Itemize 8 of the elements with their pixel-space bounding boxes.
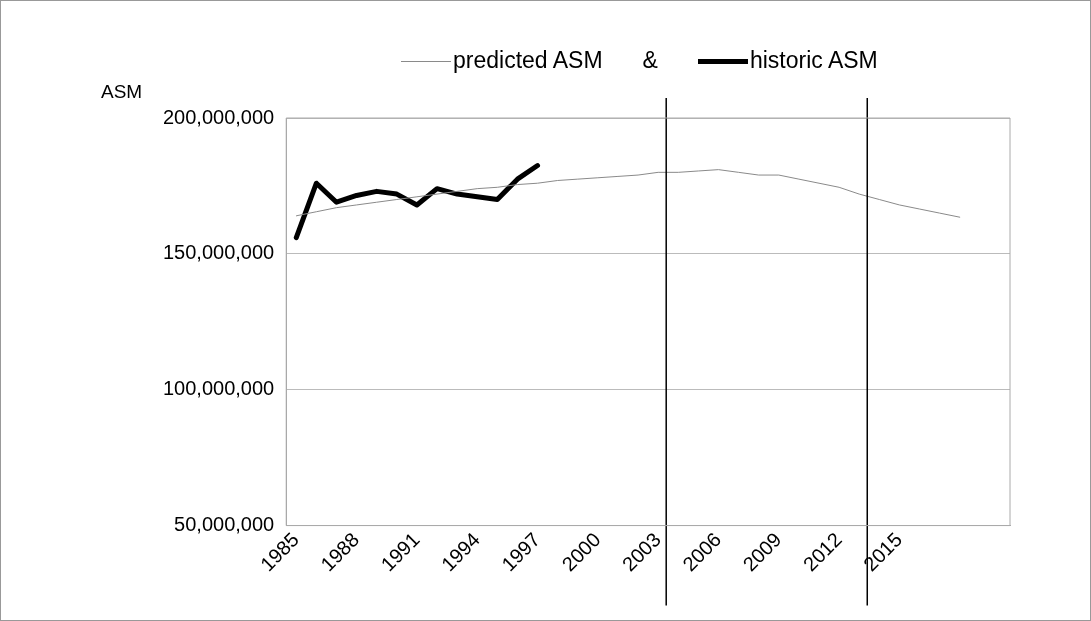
- text: &: [642, 47, 658, 74]
- y-axis-title: ASM: [101, 81, 143, 103]
- y-tick-label: 150,000,000: [162, 241, 275, 264]
- y-tick-label: 50,000,000: [174, 513, 275, 536]
- legend-label: historic ASM: [749, 47, 878, 73]
- y-tick-label: 200,000,000: [162, 105, 275, 128]
- legend-label: predicted ASM: [453, 47, 603, 73]
- y-tick-label: 100,000,000: [162, 377, 275, 400]
